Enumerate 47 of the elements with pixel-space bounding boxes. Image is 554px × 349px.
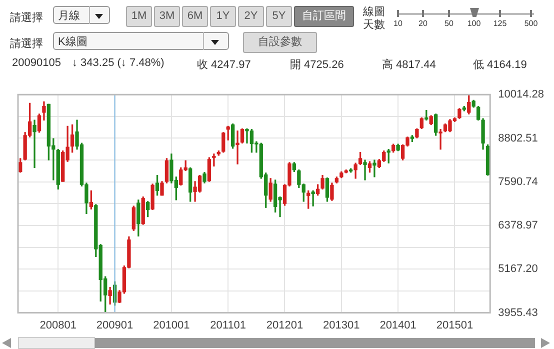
text: 100 xyxy=(466,19,482,28)
text: 125 xyxy=(492,19,508,28)
x-tick-label: 201301 xyxy=(323,319,360,332)
text: 2Y xyxy=(238,6,264,27)
text: 月線 xyxy=(53,6,110,24)
text: 500 xyxy=(523,19,539,28)
y-tick-label: 10014.28 xyxy=(498,88,544,101)
text: 自訂區間 xyxy=(294,6,354,27)
x-tick-label: 201401 xyxy=(380,319,416,332)
x-tick-label: 200801 xyxy=(40,319,76,332)
text: K線圖 xyxy=(53,32,229,50)
text: 線圖 xyxy=(363,6,385,18)
y-tick-label: 7590.74 xyxy=(498,176,538,188)
text: 3M xyxy=(154,6,180,27)
text: 5Y xyxy=(266,6,292,27)
text: 10 xyxy=(392,19,404,28)
text: 收 4247.97 xyxy=(197,58,251,72)
y-tick-label: 3955.43 xyxy=(498,306,538,319)
x-tick-label: 201101 xyxy=(210,319,246,332)
text: 開 4725.26 xyxy=(290,58,344,72)
text: 6M xyxy=(182,6,208,27)
x-tick-label: 201501 xyxy=(436,319,474,332)
candlestick xyxy=(236,130,240,164)
candlestick xyxy=(212,154,216,166)
text: 請選擇 xyxy=(10,11,43,25)
text: 50 xyxy=(444,19,454,28)
text: 20 xyxy=(418,19,428,28)
x-tick-label: 200901 xyxy=(96,319,134,332)
text: 1M xyxy=(126,6,152,27)
candlestick xyxy=(32,120,36,168)
text: ↓ 343.25 (↓ 7.48%) xyxy=(72,57,164,69)
y-tick-label: 5167.20 xyxy=(498,263,538,276)
text: 自設參數 xyxy=(243,32,317,53)
text: 高 4817.44 xyxy=(382,58,436,72)
x-tick-label: 201001 xyxy=(153,319,190,332)
text: 低 4164.19 xyxy=(473,58,527,72)
text: 1Y xyxy=(210,6,236,27)
candlestick xyxy=(372,160,376,178)
text: 20090105 xyxy=(12,57,61,69)
y-tick-label: 6378.97 xyxy=(498,220,538,232)
y-tick-label: 8802.51 xyxy=(498,132,538,144)
candlestick xyxy=(363,160,367,180)
x-tick-label: 201201 xyxy=(266,319,304,332)
text: 天數 xyxy=(363,19,385,31)
text: 請選擇 xyxy=(10,37,43,51)
candlestick xyxy=(438,128,442,150)
candlestick xyxy=(311,190,315,206)
